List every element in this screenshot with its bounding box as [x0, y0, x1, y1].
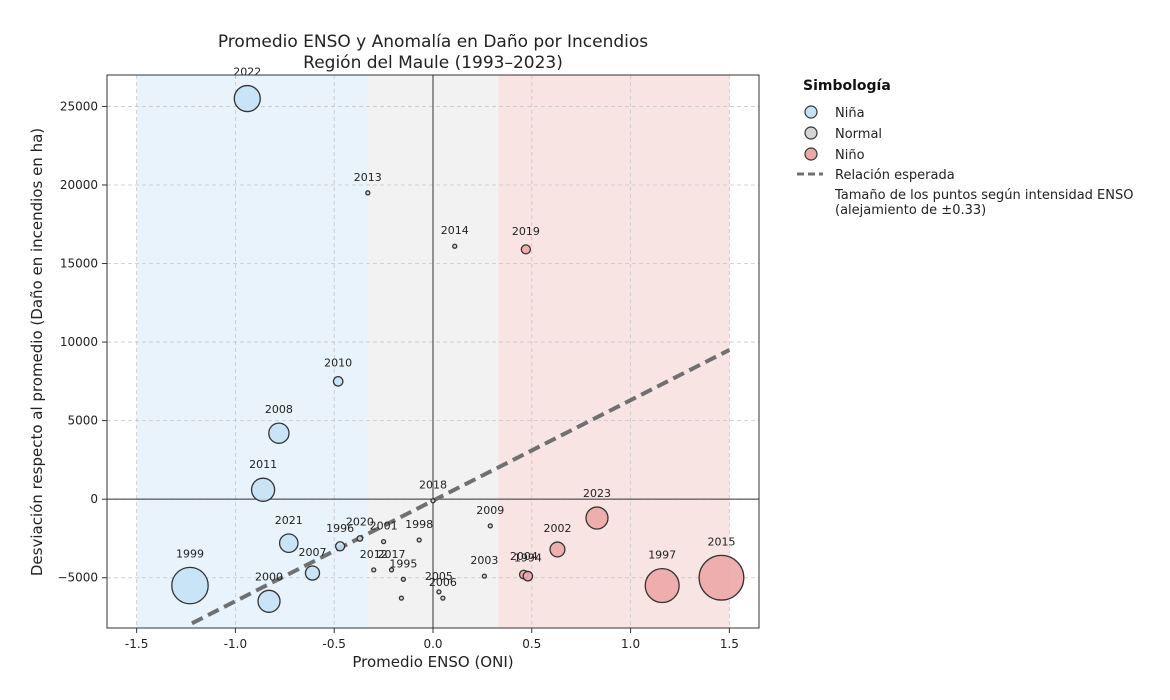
chart-subtitle: Región del Maule (1993–2023)	[303, 53, 563, 73]
legend-note-line2: (alejamiento de ±0.33)	[835, 203, 986, 218]
point-label-2017: 2017	[378, 548, 406, 561]
x-tick-label-5: 1.0	[621, 637, 640, 651]
y-axis-label: Desviación respecto al promedio (Daño en…	[28, 128, 46, 576]
y-tick-label-1: 0	[90, 492, 98, 506]
x-axis-label: Promedio ENSO (ONI)	[352, 653, 513, 671]
point-2020	[356, 535, 364, 542]
point-label-2012: 2012	[360, 548, 388, 561]
point-label-2011: 2011	[249, 458, 277, 471]
point-2012	[371, 567, 377, 573]
point-label-1996: 1996	[326, 522, 354, 535]
point-label-2023: 2023	[583, 487, 611, 500]
legend: Simbología Niña Normal Niño Relación esper…	[797, 78, 1133, 218]
x-tick-label-1: -1.0	[224, 637, 247, 651]
y-tick-label-2: 5000	[67, 414, 98, 428]
x-tick-label-3: 0.0	[423, 637, 442, 651]
point-2011	[250, 477, 276, 502]
x-tick-label-4: 0.5	[522, 637, 541, 651]
point-2003	[481, 573, 488, 579]
point-label-2009: 2009	[476, 504, 504, 517]
legend-note-line1: Tamaño de los puntos según intensidad EN…	[834, 188, 1133, 203]
point-2023	[585, 506, 609, 530]
region-band-2	[498, 75, 730, 628]
point-label-2013: 2013	[354, 171, 382, 184]
point-1996	[334, 541, 346, 552]
plot-area: -1.5 -1.0 -0.5 0.0 0.5 1.0 1.5 −5000 0 5000 10000 1…	[57, 66, 760, 651]
point-1998	[416, 537, 422, 543]
point-2022	[233, 84, 261, 113]
point-2017	[388, 567, 395, 573]
point-label-2019: 2019	[512, 225, 540, 238]
point-label-1998: 1998	[405, 518, 433, 531]
legend-label-nino: Niño	[835, 148, 865, 163]
point-1997	[644, 567, 680, 604]
point-label-2010: 2010	[324, 357, 352, 370]
point-label-1994: 1994	[514, 551, 542, 564]
point-label-2015: 2015	[707, 535, 735, 548]
point-2009	[487, 523, 493, 529]
point-2010	[332, 375, 344, 387]
point-label-2006: 2006	[429, 576, 457, 589]
x-tick-label-2: -0.5	[323, 637, 346, 651]
legend-swatch-nino	[804, 147, 818, 161]
point-label-2007: 2007	[298, 546, 326, 559]
region-band-0	[136, 75, 368, 628]
point-1994	[522, 570, 534, 582]
point-2019	[520, 244, 532, 255]
legend-trend-label: Relación esperada	[835, 168, 955, 183]
y-tick-label-0: −5000	[57, 571, 98, 585]
legend-title: Simbología	[803, 78, 891, 94]
point-unlabeled-29	[398, 595, 405, 601]
point-label-2001: 2001	[370, 520, 398, 533]
point-1999	[171, 566, 209, 605]
point-label-2008: 2008	[265, 403, 293, 416]
point-label-2005: 2005	[425, 570, 453, 583]
point-2002	[549, 541, 566, 558]
point-label-2021: 2021	[275, 514, 303, 527]
y-tick-label-6: 25000	[60, 99, 98, 113]
plot-frame	[106, 74, 760, 629]
point-2015	[698, 554, 745, 601]
point-2001	[380, 538, 387, 545]
point-label-1997: 1997	[648, 549, 676, 562]
y-tick-label-3: 10000	[60, 335, 98, 349]
point-label-2014: 2014	[441, 224, 469, 237]
point-label-2002: 2002	[543, 522, 571, 535]
legend-swatch-normal	[804, 126, 818, 140]
point-2018	[430, 498, 436, 504]
point-2000	[257, 589, 281, 613]
point-2013	[365, 190, 371, 196]
x-tick-label-6: 1.5	[720, 637, 739, 651]
trend-line	[191, 348, 731, 626]
point-2014	[452, 243, 458, 249]
x-tick-label-0: -1.5	[125, 637, 148, 651]
chart-title: Promedio ENSO y Anomalía en Daño por Inc…	[218, 32, 648, 52]
point-2006	[440, 595, 446, 601]
point-2008	[268, 422, 290, 444]
point-label-1995: 1995	[389, 557, 417, 570]
point-2021	[278, 533, 299, 554]
point-label-1999: 1999	[176, 547, 204, 560]
point-2007	[304, 565, 321, 581]
point-2005	[436, 589, 442, 595]
point-label-2018: 2018	[419, 479, 447, 492]
point-label-2003: 2003	[470, 554, 498, 567]
point-label-2022: 2022	[233, 66, 261, 79]
legend-swatch-nina	[804, 105, 818, 119]
y-tick-label-5: 20000	[60, 178, 98, 192]
point-label-2000: 2000	[255, 570, 283, 583]
legend-label-nina: Niña	[835, 106, 865, 121]
point-label-2020: 2020	[346, 516, 374, 529]
point-label-2004: 2004	[510, 550, 538, 563]
legend-label-normal: Normal	[835, 127, 882, 142]
y-tick-label-4: 15000	[60, 257, 98, 271]
point-1995	[400, 576, 407, 582]
